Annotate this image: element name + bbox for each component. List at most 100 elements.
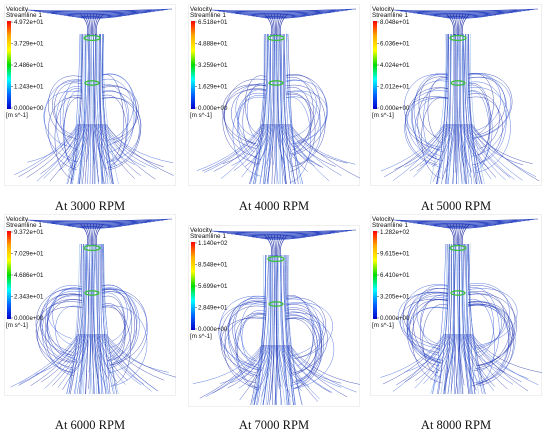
spreading-streamline (289, 123, 360, 179)
legend-tick-label: 1.629e+01 (198, 84, 228, 91)
recirculation-streamline (409, 299, 449, 363)
panel-border (4, 4, 176, 186)
spreading-streamline (212, 344, 266, 394)
column-streamline (454, 243, 458, 395)
spreading-streamline (435, 333, 454, 383)
funnel-streamline (51, 12, 147, 15)
spreading-streamline (413, 123, 451, 178)
caption-panel-2: At 4000 RPM (238, 199, 310, 213)
funnel-streamline (391, 218, 539, 222)
legend-unit: [m s^-1] (190, 333, 212, 340)
column-streamline (253, 254, 264, 406)
caption-panel-1: At 3000 RPM (54, 199, 126, 213)
legend-tick-label: 9.615e+01 (380, 251, 410, 258)
spreading-streamline (283, 123, 321, 167)
throat-streamline (452, 223, 457, 247)
spreading-streamline (250, 123, 272, 181)
column-streamline (91, 243, 95, 395)
spreading-streamline (10, 333, 79, 388)
spreading-streamline (72, 333, 89, 374)
funnel-streamline (38, 10, 160, 13)
funnel-streamline (230, 232, 336, 236)
throat-streamline (276, 13, 278, 37)
spreading-streamline (277, 344, 287, 391)
column-streamline (278, 33, 281, 185)
spreading-streamline (460, 333, 477, 391)
legend-tick-label: 0.000e+00 (14, 105, 44, 112)
spreading-streamline (431, 123, 453, 168)
column-streamline (81, 243, 89, 395)
spreading-streamline (285, 123, 336, 167)
streamline-panel-6: Velocity Streamline 1 1.282e+02 9.615e+01 6.… (370, 214, 542, 396)
spreading-streamline (18, 123, 80, 178)
throat-streamline (92, 13, 94, 37)
spreading-streamline (465, 333, 508, 390)
spreading-streamline (76, 123, 90, 168)
colormap-bar (191, 242, 195, 330)
streamline-panel-5: Velocity Streamline 1 1.140e+02 8.548e+01 5.… (188, 225, 360, 407)
column-streamline (462, 243, 470, 395)
column-streamline (280, 254, 289, 406)
spreading-streamline (94, 123, 109, 177)
spreading-streamline (282, 123, 315, 167)
spreading-streamline (443, 333, 455, 391)
funnel-streamline (42, 11, 156, 14)
spreading-streamline (279, 344, 302, 392)
legend-tick-label: 3.259e+01 (198, 62, 228, 69)
funnel-streamline (59, 223, 139, 226)
column-streamline (462, 33, 469, 185)
column-streamline (463, 243, 476, 395)
spreading-streamline (52, 333, 85, 386)
spreading-streamline (460, 123, 472, 173)
column-streamline (283, 33, 296, 185)
spreading-streamline (466, 123, 511, 178)
upper-hub-ring (449, 34, 467, 42)
funnel-streamline (391, 8, 539, 12)
spreading-streamline (384, 123, 446, 178)
legend-subtitle: Streamline 1 (372, 222, 408, 229)
hub-rings (449, 34, 467, 86)
legend-subtitle: Streamline 1 (372, 12, 408, 19)
spreading-streamline (220, 344, 267, 384)
lower-hub-ring (450, 80, 466, 86)
legend-unit: [m s^-1] (6, 112, 28, 119)
column-streamline (263, 33, 271, 185)
streamline-bundle (192, 229, 360, 406)
spreading-streamline (442, 123, 455, 180)
spreading-streamline (465, 333, 506, 373)
throat-streamline (460, 13, 467, 37)
legend-title: Velocity (372, 216, 395, 223)
spreading-streamline (62, 333, 87, 390)
spreading-streamline (415, 333, 451, 381)
column-streamline (93, 33, 99, 185)
streamline-panel-2: Velocity Streamline 1 6.518e+01 4.888e+01 3.… (188, 4, 360, 186)
column-streamline (287, 254, 303, 406)
column-streamline (467, 33, 478, 185)
streamline-bundle (196, 8, 360, 185)
colormap-bar (7, 21, 11, 109)
spreading-streamline (409, 123, 450, 172)
spreading-streamline (71, 123, 89, 172)
spreading-streamline (277, 123, 286, 168)
lower-hub-ring (268, 301, 284, 307)
spreading-streamline (102, 333, 158, 392)
column-streamline (66, 243, 80, 395)
spreading-streamline (288, 344, 357, 393)
column-streamline (70, 243, 85, 395)
recirculation-streamline (240, 302, 267, 359)
spreading-streamline (18, 333, 80, 386)
column-streamline (70, 33, 84, 185)
column-streamline (75, 243, 85, 395)
column-streamline (467, 33, 483, 185)
funnel-streamline (417, 222, 513, 225)
legend-title: Velocity (6, 216, 29, 223)
legend-tick-label: 0.000e+00 (14, 315, 44, 322)
column-streamline (78, 33, 87, 185)
funnel-streamline (251, 14, 315, 18)
spreading-streamline (35, 333, 83, 375)
throat-streamline (276, 234, 278, 258)
spreading-streamline (466, 123, 515, 180)
